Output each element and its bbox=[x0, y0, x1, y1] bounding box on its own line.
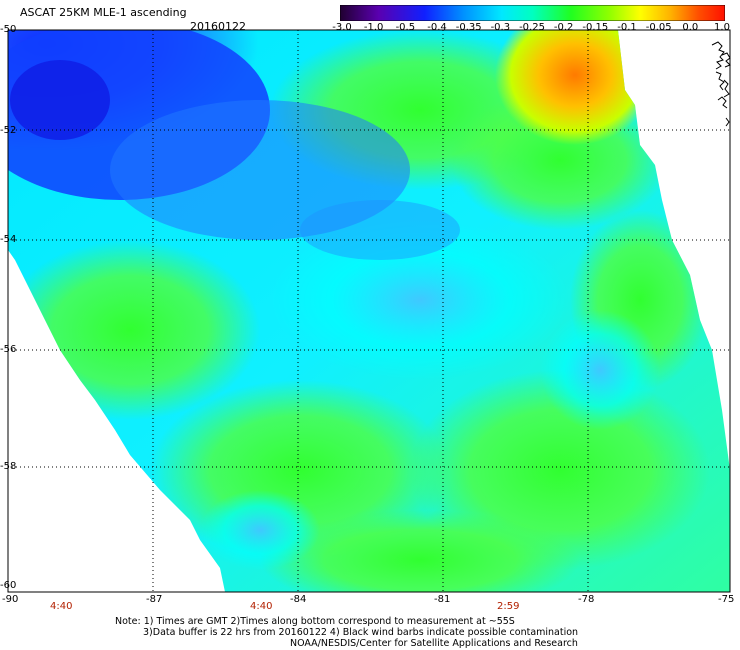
graticule bbox=[8, 30, 730, 592]
colorbar-gradient bbox=[340, 5, 725, 21]
colorbar-tick-label: -0.4 bbox=[427, 22, 447, 33]
colorbar-tick-label: 0.0 bbox=[682, 22, 699, 33]
pass-time-1: 4:40 bbox=[50, 601, 73, 612]
note-line-3: NOAA/NESDIS/Center for Satellite Applica… bbox=[290, 638, 578, 649]
lon-label-81: -81 bbox=[434, 594, 451, 605]
colorbar-tick-label: -0.3 bbox=[490, 22, 511, 33]
colorbar-tick-label: -0.5 bbox=[395, 22, 416, 33]
colorbar-tick-label: -1.0 bbox=[363, 22, 384, 33]
lon-label-78: -78 bbox=[578, 594, 595, 605]
colorbar-tick-label: -0.2 bbox=[553, 22, 574, 33]
note-line-2: 3)Data buffer is 22 hrs from 20160122 4)… bbox=[143, 627, 579, 638]
product-title: ASCAT 25KM MLE-1 ascending bbox=[20, 6, 187, 19]
lat-label-58: -58 bbox=[0, 461, 17, 472]
colorbar-tick-label: -0.1 bbox=[617, 22, 637, 33]
colorbar-tick-label: -0.35 bbox=[455, 22, 482, 33]
lon-label-90: -90 bbox=[2, 594, 19, 605]
data-swath bbox=[8, 30, 730, 592]
lat-label-60: -60 bbox=[0, 580, 17, 591]
pass-time-3: 2:59 bbox=[497, 601, 520, 612]
colorbar bbox=[340, 5, 725, 21]
lon-label-84: -84 bbox=[290, 594, 307, 605]
lat-label-56: -56 bbox=[0, 344, 17, 355]
map-frame bbox=[7, 29, 731, 593]
note-line-1: Note: 1) Times are GMT 2)Times along bot… bbox=[115, 616, 515, 627]
lon-label-87: -87 bbox=[146, 594, 163, 605]
colorbar-tick-label: -0.25 bbox=[519, 22, 545, 33]
lat-label-50: -50 bbox=[0, 24, 17, 35]
colorbar-tick-label: -3.0 bbox=[332, 22, 352, 33]
lat-label-54: -54 bbox=[0, 234, 17, 245]
pass-time-2: 4:40 bbox=[250, 601, 273, 612]
colorbar-tick-label: 1.0 bbox=[714, 22, 730, 33]
colorbar-tick-label: -0.05 bbox=[645, 22, 672, 33]
colorbar-tick-label: -0.15 bbox=[582, 22, 609, 33]
lon-label-75: -75 bbox=[718, 594, 735, 605]
lat-label-52: -52 bbox=[0, 125, 17, 136]
coastline bbox=[711, 41, 731, 127]
